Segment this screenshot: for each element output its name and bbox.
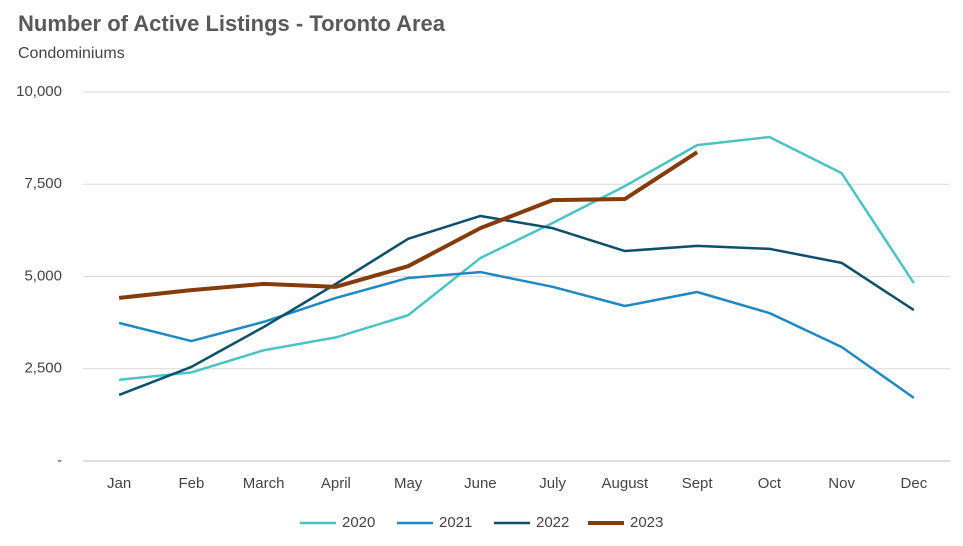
x-tick-label: July [539, 475, 566, 492]
x-tick-label: Nov [828, 475, 855, 492]
x-tick-label: March [243, 475, 285, 492]
series-line [118, 270, 915, 399]
series-line [118, 135, 915, 382]
y-tick-label: 2,500 [24, 360, 62, 377]
x-tick-label: Dec [901, 475, 928, 492]
legend-label: 2020 [342, 514, 375, 531]
y-tick-label: 5,000 [24, 267, 62, 284]
x-tick-label: June [464, 475, 497, 492]
legend-label: 2022 [536, 514, 569, 531]
x-tick-label: Jan [107, 475, 131, 492]
x-tick-label: April [321, 475, 351, 492]
series-line [118, 214, 915, 397]
x-tick-label: Feb [178, 475, 204, 492]
x-tick-label: Oct [758, 475, 782, 492]
legend-label: 2021 [439, 514, 472, 531]
x-tick-label: August [602, 475, 650, 492]
y-tick-label: 7,500 [24, 175, 62, 192]
series-line [118, 150, 699, 300]
chart-title: Number of Active Listings - Toronto Area [18, 11, 446, 36]
legend-label: 2023 [630, 514, 663, 531]
y-tick-label: - [57, 452, 62, 469]
chart-subtitle: Condominiums [18, 45, 125, 62]
x-tick-label: Sept [682, 475, 714, 492]
x-tick-label: May [394, 475, 423, 492]
y-tick-label: 10,000 [16, 83, 62, 100]
